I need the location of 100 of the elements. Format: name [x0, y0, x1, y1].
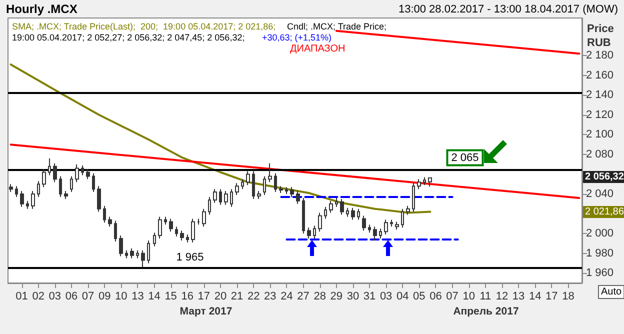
candlestick	[224, 190, 228, 206]
candlestick	[59, 176, 62, 198]
candlestick	[246, 170, 250, 186]
candlestick	[406, 205, 410, 216]
x-tick-label: 16	[181, 290, 194, 302]
x-tick-label: 03	[48, 290, 62, 302]
x-tick-label: 01	[16, 290, 28, 302]
y-tick-label: 2 100	[586, 128, 614, 141]
x-tick-label: 11	[480, 290, 492, 302]
candlestick	[257, 190, 261, 200]
candlestick	[31, 190, 35, 210]
candlestick	[153, 232, 156, 247]
x-tick-label: 24	[280, 290, 293, 302]
candlestick	[114, 220, 117, 242]
candlestick	[125, 250, 128, 259]
candlestick	[147, 240, 150, 264]
y-tick-label: 1 980	[586, 247, 614, 260]
y-axis-title: Price RUB	[587, 23, 614, 49]
x-tick-label: 13	[512, 290, 525, 302]
x-tick-label: 06	[430, 290, 442, 302]
chart-subtitle: 13:00 28.02.2017 - 13:00 18.04.2017 (MOW)	[398, 4, 618, 16]
x-tick-label: 04	[396, 290, 409, 302]
candlestick	[119, 235, 123, 257]
candlestick	[302, 197, 305, 234]
candlestick	[285, 186, 288, 195]
candlestick	[141, 250, 145, 268]
x-tick-label: 10	[462, 290, 475, 302]
candlestick	[230, 188, 233, 208]
candlestick	[390, 219, 393, 228]
x-tick-label: 27	[297, 290, 310, 302]
x-tick-label: 10	[115, 290, 128, 302]
candlestick	[42, 168, 46, 188]
x-tick-label: 12	[496, 290, 508, 302]
x-tick-label: 23	[264, 290, 276, 302]
x-tick-label: 28	[314, 290, 326, 302]
candlestick	[428, 177, 432, 188]
ref-line-label: 1 965	[176, 252, 204, 264]
x-tick-label: 15	[164, 290, 177, 302]
candlestick	[169, 218, 173, 232]
candlestick	[395, 221, 399, 230]
candlestick	[274, 172, 277, 193]
line-series	[10, 63, 432, 214]
candlestick	[48, 158, 51, 176]
candlestick	[208, 196, 211, 216]
candlestick	[412, 182, 415, 212]
candlestick	[417, 178, 421, 190]
y-tick-label: 2 180	[586, 50, 614, 62]
candlestick	[296, 190, 300, 204]
y-tick-label: 2 140	[586, 89, 614, 102]
candlestick	[335, 197, 338, 208]
candlestick	[379, 228, 382, 240]
candlestick	[423, 176, 426, 186]
candlestick	[136, 250, 139, 259]
x-tick-label: 14	[528, 290, 542, 302]
candlestick	[97, 186, 101, 212]
candlestick	[384, 219, 388, 236]
candlestick	[373, 226, 377, 241]
x-tick-label: 17	[198, 290, 210, 302]
candlestick	[401, 208, 404, 228]
candlestick	[263, 176, 266, 196]
x-tick-label: 03	[380, 290, 392, 302]
candlestick	[346, 207, 349, 218]
candlestick	[53, 162, 57, 183]
ref-line-label: 2 065	[451, 152, 479, 164]
candlestick	[268, 162, 272, 183]
text: Апрель 2017	[453, 306, 519, 318]
y-tick-label: 2 160	[586, 69, 614, 82]
candlestick	[235, 182, 239, 196]
y-tick-label: 2 040	[586, 188, 614, 200]
x-tick-label: 06	[65, 290, 78, 302]
candlestick	[197, 218, 200, 226]
candlestick	[186, 234, 189, 243]
x-tick-label: 05	[413, 290, 426, 302]
text: Март 2017	[180, 306, 232, 318]
candlestick	[191, 218, 195, 243]
candlestick	[64, 190, 68, 200]
candlestick	[340, 198, 344, 216]
x-tick-label: 02	[32, 290, 44, 302]
candlestick	[202, 208, 206, 228]
candlestick	[158, 216, 162, 240]
candlestick	[307, 227, 311, 240]
candlestick	[92, 172, 95, 193]
candlestick	[75, 164, 79, 183]
x-tick-label: 22	[247, 290, 260, 302]
x-tick-label: 17	[546, 290, 558, 302]
x-tick-label: 14	[148, 290, 160, 302]
y-tick-label: 2 080	[586, 148, 614, 160]
y-tick-label: 2 120	[586, 108, 614, 121]
candlestick	[81, 164, 84, 176]
candlestick	[318, 212, 322, 232]
annotation: Cndl; .MCX; Trade Price;	[287, 22, 387, 32]
candlestick	[70, 176, 73, 193]
candlestick	[108, 216, 112, 228]
x-tick-label: 13	[132, 290, 144, 302]
candlestick	[213, 188, 217, 204]
x-tick-label: 07	[446, 290, 458, 302]
chart-title: Hourly .MCX	[6, 2, 78, 16]
x-tick-label: 07	[82, 290, 94, 302]
candlestick	[15, 186, 18, 198]
y-tick-label: 2 000	[586, 228, 614, 240]
